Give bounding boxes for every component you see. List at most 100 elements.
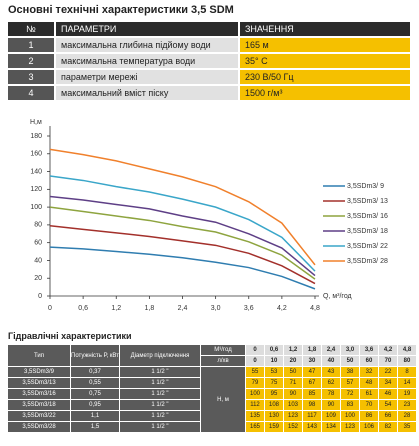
head-cell: 123 <box>284 411 302 421</box>
spec-row: 1 максимальна глибина підйому води 165 м <box>8 38 410 52</box>
row-cell: 3,5SDm3/18 <box>8 400 70 410</box>
row-cell: 1 1/2 " <box>120 411 200 421</box>
head-cell: 106 <box>360 422 378 432</box>
head-cell: 55 <box>246 367 264 377</box>
spec-cell: максимальний вміст піску <box>56 86 238 100</box>
row-cell: 1,5 <box>71 422 119 432</box>
head-cell: 143 <box>303 422 321 432</box>
head-cell: 90 <box>322 400 340 410</box>
head-cell: 23 <box>398 400 416 410</box>
head-cell: 46 <box>379 389 397 399</box>
legend-label: 3,5SDm3/ 16 <box>347 213 388 220</box>
flow-cell: 0 <box>246 356 264 366</box>
head-cell: 22 <box>379 367 397 377</box>
row-cell: 3,5SDm3/28 <box>8 422 70 432</box>
flow-cell: 4,8 <box>398 345 416 355</box>
row-cell: 1 1/2 " <box>120 367 200 377</box>
spec-cell: 165 м <box>240 38 410 52</box>
head-cell: 95 <box>265 389 283 399</box>
head-cell: 50 <box>284 367 302 377</box>
flow-cell: 80 <box>398 356 416 366</box>
spec-table: № ПАРАМЕТРИ ЗНАЧЕННЯ 1 максимальна глибина п… <box>6 20 412 102</box>
x-tick-label: 4,8 <box>310 305 320 312</box>
series-line <box>49 225 316 285</box>
head-cell: 103 <box>284 400 302 410</box>
data-row: 3,5SDm3/28 1,5 1 1/2 " 165 159 152 143 134 123 10… <box>8 422 416 432</box>
row-cell: 1,1 <box>71 411 119 421</box>
flow-cell: 0 <box>246 345 264 355</box>
row-cell: 3,5SDm3/16 <box>8 389 70 399</box>
x-tick-label: 0 <box>48 305 52 312</box>
head-cell: 82 <box>379 422 397 432</box>
series-line <box>49 175 316 272</box>
head-cell: 53 <box>265 367 283 377</box>
hydraulics-table: Тип Потужність Р, кВт Діаметр підключення М… <box>7 344 417 433</box>
head-cell: 130 <box>265 411 283 421</box>
series-line <box>49 206 316 280</box>
head-cell: 57 <box>341 378 359 388</box>
head-cell: 159 <box>265 422 283 432</box>
data-row: 3,5SDm3/13 0,55 1 1/2 " 79 75 71 67 62 57 48 34 14 <box>8 378 416 388</box>
row-cell: 0,95 <box>71 400 119 410</box>
flow-cell: 60 <box>360 356 378 366</box>
head-cell: 75 <box>265 378 283 388</box>
y-tick-label: 160 <box>30 151 42 158</box>
head-cell: 100 <box>341 411 359 421</box>
head-cell: 117 <box>303 411 321 421</box>
flow-cell: 0,6 <box>265 345 283 355</box>
legend-label: 3,5SDm3/ 22 <box>347 243 388 250</box>
x-axis-label: Q, м³/год <box>323 293 352 300</box>
spec-row: 3 параметри мережі 230 В/50 Гц <box>8 70 410 84</box>
hydraulics-title: Гідравлічні характеристики <box>8 331 132 341</box>
head-cell: 72 <box>341 389 359 399</box>
series-line <box>49 246 316 290</box>
y-tick-label: 120 <box>30 186 42 193</box>
head-cell: 34 <box>379 378 397 388</box>
flow-cell: 4,2 <box>379 345 397 355</box>
row-cell: 3,5SDm3/13 <box>8 378 70 388</box>
head-cell: 90 <box>284 389 302 399</box>
y-axis-label: Н,м <box>30 119 42 126</box>
flow-cell: 10 <box>265 356 283 366</box>
data-row: 3,5SDm3/22 1,1 1 1/2 " 135 130 123 117 109 100 86… <box>8 411 416 421</box>
flow-cell: 1,2 <box>284 345 302 355</box>
spec-cell: 2 <box>8 54 54 68</box>
head-cell: 48 <box>360 378 378 388</box>
head-cell: 32 <box>360 367 378 377</box>
spec-cell: 4 <box>8 86 54 100</box>
data-row: 3,5SDm3/18 0,95 1 1/2 " 112 108 103 98 90 83 70 54… <box>8 400 416 410</box>
flow-cell: 50 <box>341 356 359 366</box>
spec-row: 2 максимальна температура води 35° С <box>8 54 410 68</box>
legend-label: 3,5SDm3/ 9 <box>347 183 384 190</box>
y-tick-label: 100 <box>30 204 42 211</box>
spec-cell: 1500 г/м³ <box>240 86 410 100</box>
spec-cell: 230 В/50 Гц <box>240 70 410 84</box>
header-cell: Тип <box>8 345 70 366</box>
data-row: 3,5SDm3/16 0,75 1 1/2 " 100 95 90 85 78 72 61 46 19 <box>8 389 416 399</box>
head-cell: 8 <box>398 367 416 377</box>
flow-cell: 20 <box>284 356 302 366</box>
row-cell: 1 1/2 " <box>120 400 200 410</box>
row-cell: 1 1/2 " <box>120 389 200 399</box>
y-tick-label: 20 <box>34 275 42 282</box>
legend-label: 3,5SDm3/ 18 <box>347 228 388 235</box>
row-cell: 0,75 <box>71 389 119 399</box>
head-cell: 66 <box>379 411 397 421</box>
head-cell: 71 <box>284 378 302 388</box>
flow-cell: 3,6 <box>360 345 378 355</box>
spec-cell: максимальна температура води <box>56 54 238 68</box>
flow-cell: 40 <box>322 356 340 366</box>
head-cell: 98 <box>303 400 321 410</box>
header-row: № ПАРАМЕТРИ ЗНАЧЕННЯ <box>8 22 410 36</box>
head-cell: 47 <box>303 367 321 377</box>
head-cell: 152 <box>284 422 302 432</box>
head-cell: 123 <box>341 422 359 432</box>
head-cell: 109 <box>322 411 340 421</box>
x-tick-label: 1,8 <box>145 305 155 312</box>
header-cell: ЗНАЧЕННЯ <box>240 22 410 36</box>
x-tick-label: 3,0 <box>211 305 221 312</box>
head-cell: 165 <box>246 422 264 432</box>
row-cell: 3,5SDm3/9 <box>8 367 70 377</box>
flow-cell: 3,0 <box>341 345 359 355</box>
head-cell: 85 <box>303 389 321 399</box>
